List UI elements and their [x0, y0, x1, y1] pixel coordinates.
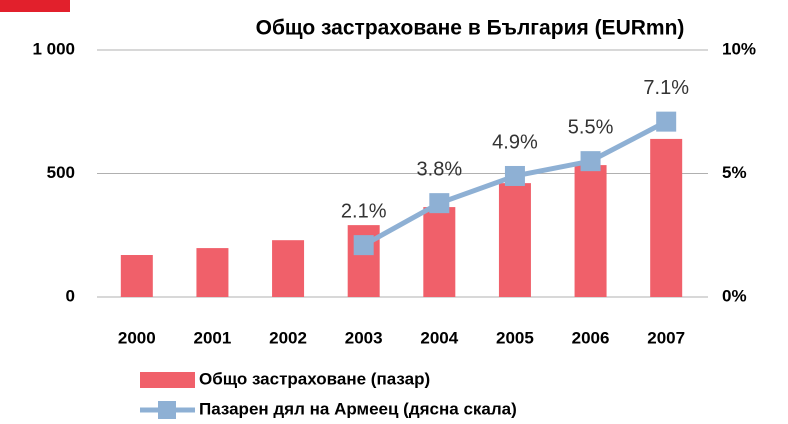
line-marker: [580, 151, 601, 172]
y-tick-label: 1 000: [32, 39, 75, 58]
legend-swatch: [140, 372, 195, 388]
bar: [272, 240, 305, 297]
line-marker: [429, 193, 450, 214]
legend-label: Общо застраховане (пазар): [199, 369, 430, 388]
corner-decoration: [0, 0, 70, 12]
bar: [650, 138, 683, 297]
y2-tick-label: 10%: [722, 39, 756, 58]
data-label: 7.1%: [643, 77, 689, 99]
x-tick-label: 2007: [647, 328, 685, 347]
bar: [120, 255, 153, 297]
data-label: 2.1%: [341, 200, 387, 222]
x-tick-label: 2006: [572, 328, 610, 347]
bar: [423, 207, 456, 297]
line-marker: [353, 235, 374, 256]
x-tick-label: 2002: [269, 328, 307, 347]
data-label: 4.9%: [492, 131, 538, 153]
chart-title: Общо застраховане в България (EURmn): [256, 17, 685, 40]
bar: [498, 183, 531, 297]
x-tick-label: 2000: [118, 328, 156, 347]
x-tick-label: 2003: [345, 328, 383, 347]
data-label: 5.5%: [568, 116, 614, 138]
bar: [196, 248, 229, 297]
data-label: 3.8%: [417, 158, 463, 180]
legend-label: Пазарен дял на Армеец (дясна скала): [199, 399, 517, 418]
y-tick-label: 500: [47, 163, 75, 182]
x-tick-label: 2004: [420, 328, 458, 347]
line-marker: [504, 165, 525, 186]
line-marker: [656, 111, 677, 132]
x-tick-label: 2001: [194, 328, 232, 347]
y2-tick-label: 5%: [722, 163, 747, 182]
legend-swatch: [158, 401, 176, 419]
y2-tick-label: 0%: [722, 286, 747, 305]
y-tick-label: 0: [66, 286, 75, 305]
x-tick-label: 2005: [496, 328, 534, 347]
bar: [574, 165, 607, 297]
